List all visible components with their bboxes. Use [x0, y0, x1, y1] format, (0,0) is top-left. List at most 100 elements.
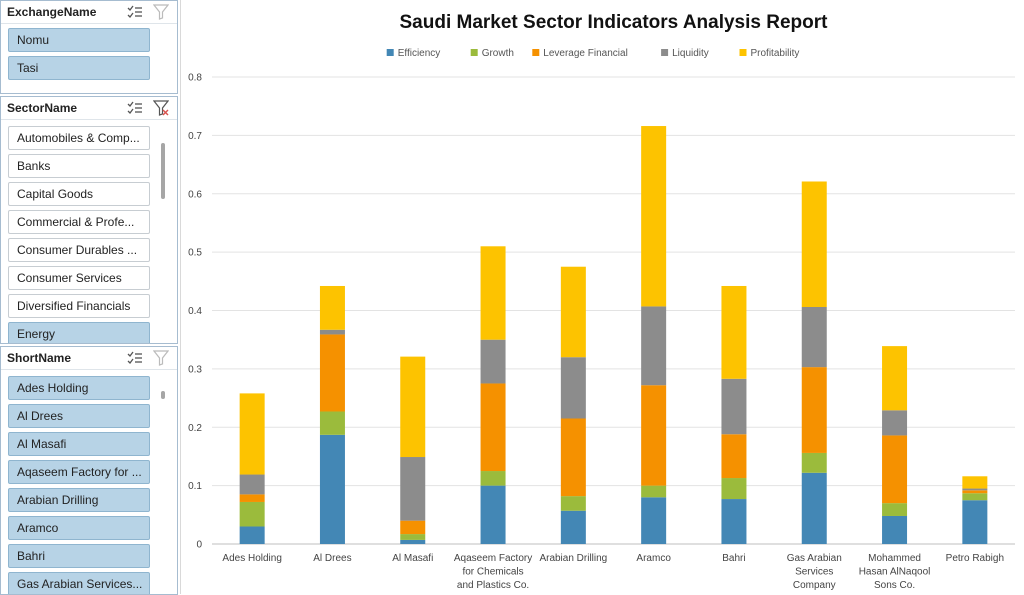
clear-filter-icon[interactable] [153, 100, 169, 116]
sector-slicer: SectorName Automobiles & Comp... Banks C… [0, 96, 178, 344]
bar-segment [801, 181, 827, 307]
bar-segment [641, 306, 667, 386]
bar-segment [962, 488, 988, 491]
x-tick-label: Bahri [722, 553, 745, 564]
slicer-item-aqaseem[interactable]: Aqaseem Factory for ... [8, 460, 150, 484]
x-tick-label: Al Drees [313, 553, 351, 564]
bar-segment [641, 126, 667, 307]
slicer-item-banks[interactable]: Banks [8, 154, 150, 178]
bar-segment [560, 510, 586, 544]
y-tick-label: 0.5 [188, 248, 202, 259]
slicer-header: SectorName [1, 97, 177, 120]
bar-segment [400, 457, 426, 521]
slicer-scrollbar[interactable] [161, 143, 165, 199]
bar-segment [721, 378, 747, 435]
slicer-item-al-drees[interactable]: Al Drees [8, 404, 150, 428]
slicer-item-gas-arabian[interactable]: Gas Arabian Services... [8, 572, 150, 594]
bar-segment [641, 385, 667, 486]
bar-segment [319, 434, 345, 544]
slicer-item-diversified-financials[interactable]: Diversified Financials [8, 294, 150, 318]
bar-segment [801, 306, 827, 368]
bar-segment [319, 329, 345, 335]
y-tick-label: 0.7 [188, 131, 202, 142]
multi-select-icon[interactable] [127, 100, 143, 116]
slicer-title: ExchangeName [7, 5, 97, 19]
slicer-item-tasi[interactable]: Tasi [8, 56, 150, 80]
slicer-item-bahri[interactable]: Bahri [8, 544, 150, 568]
legend-swatch [470, 49, 478, 56]
x-tick-label: Aqaseem Factory for Chemicals and Plastics… [454, 553, 532, 591]
bar-segment [882, 435, 908, 504]
bar-segment [882, 503, 908, 516]
bar-segment [239, 474, 265, 495]
chart-area [180, 0, 1023, 594]
y-tick-label: 0.3 [188, 364, 202, 375]
x-tick-label: Aramco [636, 553, 671, 564]
legend-label: Liquidity [672, 48, 709, 59]
slicer-item-capital-goods[interactable]: Capital Goods [8, 182, 150, 206]
bar-segment [962, 500, 988, 544]
slicer-item-consumer-durables[interactable]: Consumer Durables ... [8, 238, 150, 262]
slicer-item-nomu[interactable]: Nomu [8, 28, 150, 52]
exchange-slicer: ExchangeName Nomu Tasi [0, 0, 178, 94]
bar-segment [400, 520, 426, 535]
bar-segment [239, 494, 265, 502]
x-tick-label: Arabian Drilling [539, 553, 607, 564]
bar-segment [882, 515, 908, 544]
legend-swatch [386, 49, 394, 56]
slicer-scrollbar[interactable] [161, 391, 165, 399]
bar-segment [480, 383, 506, 472]
legend-label: Profitability [751, 48, 800, 59]
bar-segment [239, 393, 265, 475]
slicer-title: SectorName [7, 101, 78, 115]
bar-segment [560, 496, 586, 511]
slicer-item-consumer-services[interactable]: Consumer Services [8, 266, 150, 290]
legend-label: Growth [482, 48, 514, 59]
chart-title: Saudi Market Sector Indicators Analysis … [400, 12, 829, 33]
slicer-item-aramco[interactable]: Aramco [8, 516, 150, 540]
bar-segment [480, 485, 506, 544]
bar-segment [641, 497, 667, 544]
bar-segment [480, 339, 506, 384]
legend-swatch [739, 49, 747, 56]
bar-segment [319, 285, 345, 330]
slicer-items: Automobiles & Comp... Banks Capital Good… [1, 119, 177, 343]
x-tick-label: Petro Rabigh [946, 553, 1004, 564]
bar-segment [882, 346, 908, 411]
bar-segment [239, 526, 265, 544]
bar-segment [480, 471, 506, 486]
slicer-item-ades-holding[interactable]: Ades Holding [8, 376, 150, 400]
bar-segment [560, 418, 586, 497]
bar-segment [962, 490, 988, 494]
legend-label: Leverage Financial [543, 48, 628, 59]
bar-segment [400, 534, 426, 540]
slicer-item-arabian-drilling[interactable]: Arabian Drilling [8, 488, 150, 512]
slicer-header: ShortName [1, 347, 177, 370]
bar-segment [560, 266, 586, 358]
bar-segment [641, 485, 667, 498]
slicer-item-commercial[interactable]: Commercial & Profe... [8, 210, 150, 234]
slicer-item-energy[interactable]: Energy [8, 322, 150, 343]
bar-segment [801, 367, 827, 453]
x-tick-label: Al Masafi [392, 553, 433, 564]
y-tick-label: 0.2 [188, 423, 202, 434]
clear-filter-icon[interactable] [153, 4, 169, 20]
slicer-item-automobiles[interactable]: Automobiles & Comp... [8, 126, 150, 150]
slicer-items: Nomu Tasi [1, 23, 177, 93]
multi-select-icon[interactable] [127, 4, 143, 20]
bar-segment [721, 434, 747, 479]
slicer-item-al-masafi[interactable]: Al Masafi [8, 432, 150, 456]
bar-segment [319, 334, 345, 412]
y-tick-label: 0.4 [188, 306, 202, 317]
shortname-slicer: ShortName Ades Holding Al Drees Al Masaf… [0, 346, 178, 595]
bar-segment [560, 357, 586, 419]
x-tick-label: Ades Holding [222, 553, 281, 564]
bar-segment [801, 472, 827, 544]
bar-segment [400, 356, 426, 458]
multi-select-icon[interactable] [127, 350, 143, 366]
bar-segment [721, 478, 747, 500]
y-tick-label: 0.8 [188, 73, 202, 84]
slicer-items: Ades Holding Al Drees Al Masafi Aqaseem … [1, 369, 177, 594]
slicer-title: ShortName [7, 351, 72, 365]
clear-filter-icon[interactable] [153, 350, 169, 366]
